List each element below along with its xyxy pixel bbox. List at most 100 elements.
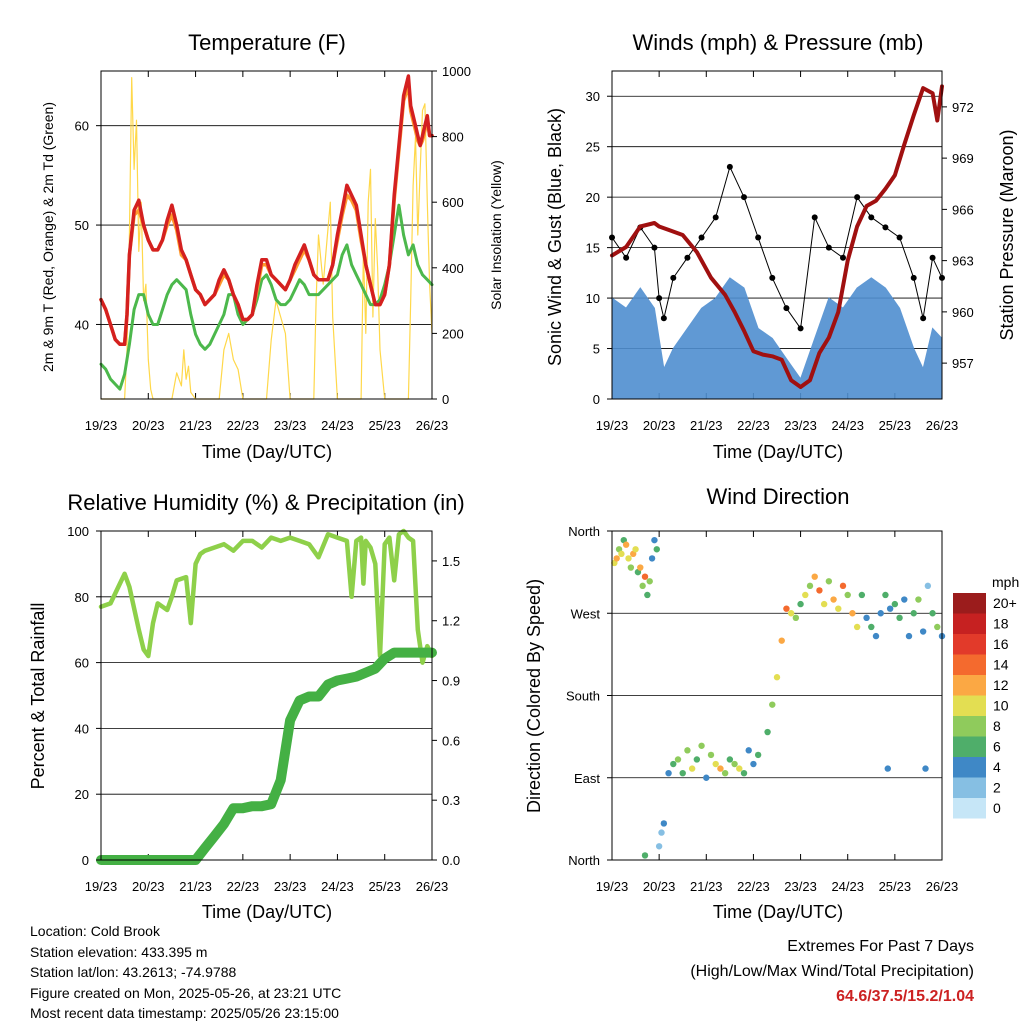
direction-point — [863, 614, 870, 622]
direction-point — [665, 769, 672, 777]
direction-point — [877, 610, 884, 617]
x-tick-label: 26/23 — [926, 879, 959, 894]
series-sonic-wind — [611, 277, 943, 400]
y-tick-label: 5 — [593, 342, 600, 357]
series-relative-humidity — [98, 528, 435, 665]
legend-label: 6 — [993, 739, 1001, 755]
direction-point — [905, 632, 913, 640]
direction-point — [684, 747, 691, 754]
legend-swatch — [953, 634, 986, 655]
legend-label: 14 — [993, 657, 1009, 673]
direction-point — [707, 751, 715, 759]
temperature-title: Temperature (F) — [188, 30, 346, 55]
legend-swatch — [953, 593, 986, 614]
x-tick-label: 20/23 — [132, 418, 165, 433]
direction-point — [802, 591, 809, 599]
x-tick-label: 22/23 — [737, 879, 770, 894]
x-tick-label: 25/23 — [879, 879, 912, 894]
y2-tick-label: 0 — [442, 392, 449, 407]
direction-point — [754, 751, 762, 759]
legend-label: 10 — [993, 698, 1009, 714]
y2-tick-label: 0.0 — [442, 853, 460, 868]
legend-label: 2 — [993, 780, 1001, 796]
y-tick-label: 20 — [586, 190, 600, 205]
direction-point — [820, 600, 828, 608]
direction-point — [660, 820, 668, 827]
panel-temperature: Temperature (F) 19/23 20/23 21/23 22/23 23/2… — [40, 30, 504, 462]
direction-ylabel: Direction (Colored By Speed) — [524, 579, 544, 813]
panel-winds: Winds (mph) & Pressure (mb) 19/23 20/23 21… — [545, 30, 1017, 462]
direction-point — [835, 605, 842, 612]
legend-swatch — [953, 716, 986, 737]
y-tick-label: 10 — [586, 291, 600, 306]
direction-point — [648, 555, 656, 562]
x-tick-label: 20/23 — [643, 879, 676, 894]
direction-point — [783, 605, 790, 612]
direction-point — [773, 674, 781, 681]
y2-tick-label: 200 — [442, 326, 464, 341]
legend-swatch — [953, 757, 986, 778]
winds-ylabel: Sonic Wind & Gust (Blue, Black) — [545, 108, 565, 366]
direction-point — [769, 701, 776, 708]
x-tick-label: 23/23 — [784, 879, 817, 894]
direction-point — [622, 541, 630, 548]
x-tick-label: 25/23 — [368, 418, 401, 433]
y-tick-label: South — [566, 689, 600, 704]
y2-tick-label: 972 — [952, 100, 974, 115]
direction-point — [658, 829, 665, 836]
station-info: Location: Cold Brook Station elevation: … — [30, 921, 341, 1024]
direction-point — [915, 596, 922, 603]
direction-point — [693, 756, 701, 763]
y-tick-label: 60 — [75, 119, 89, 134]
humidity-plot: 19/23 20/23 21/23 22/23 23/23 24/23 25/23 26/23… — [67, 524, 460, 894]
legend-label: 0 — [993, 800, 1001, 816]
y2-tick-label: 600 — [442, 195, 464, 210]
legend-swatch — [953, 736, 986, 757]
direction-point — [679, 769, 686, 777]
direction-point — [731, 760, 738, 768]
direction-point — [618, 550, 625, 558]
humidity-xlabel: Time (Day/UTC) — [202, 902, 332, 922]
x-tick-label: 22/23 — [737, 418, 770, 433]
panel-humidity: Relative Humidity (%) & Precipitation (i… — [28, 490, 465, 922]
x-tick-label: 19/23 — [85, 418, 118, 433]
direction-point — [646, 578, 653, 585]
y-tick-label: 50 — [75, 218, 89, 233]
speed-legend: 20+ 18 16 14 12 10 8 6 4 2 0 — [953, 593, 1017, 819]
direction-point — [627, 564, 635, 571]
y2-tick-label: 400 — [442, 261, 464, 276]
direction-point — [639, 582, 646, 590]
x-tick-label: 20/23 — [643, 418, 676, 433]
y-tick-label: North — [568, 853, 600, 868]
y-tick-label: 40 — [75, 721, 89, 736]
direction-point — [740, 769, 748, 777]
direction-point — [787, 610, 795, 617]
direction-point — [726, 756, 734, 763]
direction-point — [886, 605, 894, 612]
series-station-pressure — [610, 84, 944, 389]
legend-swatch — [953, 695, 986, 716]
direction-point — [644, 591, 651, 599]
extremes-subtitle: (High/Low/Max Wind/Total Precipitation) — [690, 963, 974, 980]
x-tick-label: 19/23 — [596, 879, 629, 894]
extremes-values: 64.6/37.5/15.2/1.04 — [836, 988, 974, 1005]
y2-tick-label: 800 — [442, 130, 464, 145]
y2-tick-label: 960 — [952, 305, 974, 320]
x-tick-label: 25/23 — [368, 879, 401, 894]
x-tick-label: 20/23 — [132, 879, 165, 894]
legend-swatch — [953, 675, 986, 696]
direction-point — [651, 536, 658, 544]
y-tick-label: 40 — [75, 317, 89, 332]
direction-point — [703, 774, 710, 781]
y2-tick-label: 1.5 — [442, 554, 460, 569]
direction-point — [637, 564, 644, 571]
legend-label: 8 — [993, 718, 1001, 734]
direction-point — [764, 728, 771, 736]
plot-frame — [100, 70, 433, 400]
direction-point — [922, 765, 929, 772]
direction-point — [853, 623, 861, 631]
y-tick-label: 60 — [75, 656, 89, 671]
direction-point — [884, 765, 891, 772]
direction-point — [750, 760, 757, 768]
legend-title: mph — [992, 574, 1019, 590]
